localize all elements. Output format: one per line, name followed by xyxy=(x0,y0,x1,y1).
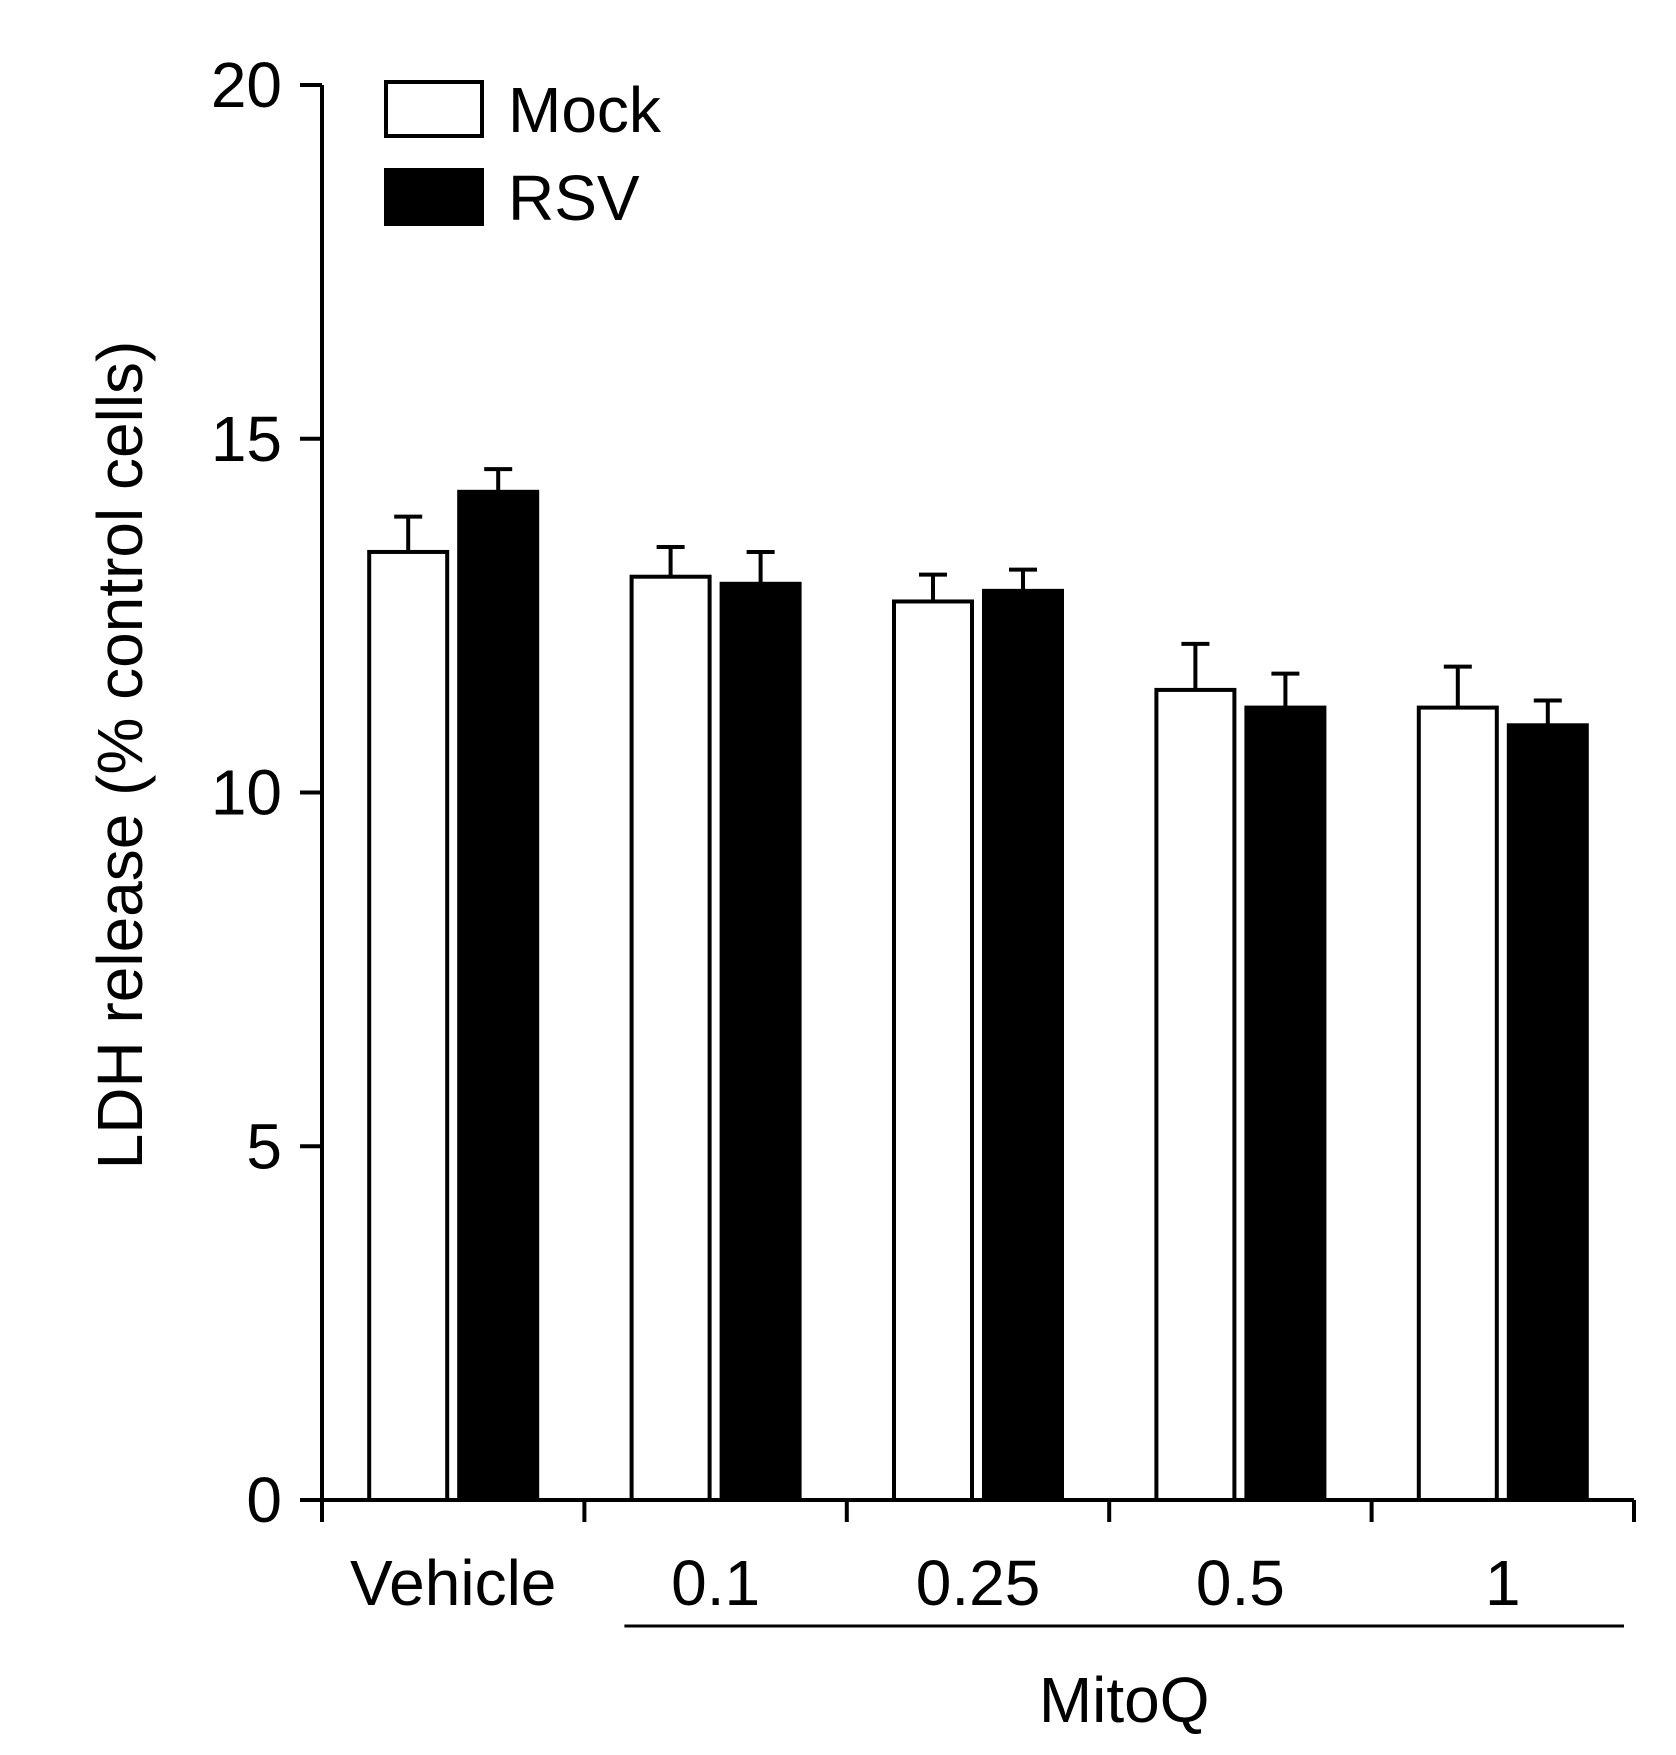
x-tick-label: 0.25 xyxy=(916,1547,1041,1619)
y-tick-label: 10 xyxy=(211,757,282,829)
y-tick-label: 5 xyxy=(246,1110,282,1182)
bar-rsv xyxy=(982,588,1064,1502)
legend-label-rsv: RSV xyxy=(508,162,640,234)
y-tick-label: 15 xyxy=(211,403,282,475)
legend-swatch-rsv xyxy=(384,168,484,226)
bar-rsv xyxy=(1506,723,1589,1502)
bars xyxy=(367,489,1589,1502)
bar-rsv xyxy=(1244,705,1327,1502)
x-tick-label: 0.1 xyxy=(671,1547,760,1619)
bar-mock xyxy=(629,574,712,1502)
y-tick-label: 20 xyxy=(211,49,282,121)
y-tick-label: 0 xyxy=(246,1464,282,1536)
bar-mock xyxy=(1416,705,1499,1502)
x-tick-label: Vehicle xyxy=(350,1547,556,1619)
bar-mock xyxy=(892,599,974,1502)
axes: 0 5 10 15 20 Vehicle 0.1 0.25 0.5 1 xyxy=(211,49,1636,1619)
bar-mock xyxy=(367,549,450,1502)
bar-rsv xyxy=(457,489,540,1502)
y-axis-title: LDH release (% control cells) xyxy=(84,341,156,1170)
mitoq-group-label: MitoQ xyxy=(1039,1664,1210,1736)
legend-swatch-mock xyxy=(384,80,484,138)
legend: Mock RSV xyxy=(384,74,662,234)
x-tick-label: 1 xyxy=(1485,1547,1521,1619)
legend-label-mock: Mock xyxy=(508,74,662,146)
x-tick-label: 0.5 xyxy=(1196,1547,1285,1619)
bar-rsv xyxy=(719,581,802,1502)
error-bars xyxy=(394,467,1562,726)
bar-mock xyxy=(1154,687,1237,1502)
